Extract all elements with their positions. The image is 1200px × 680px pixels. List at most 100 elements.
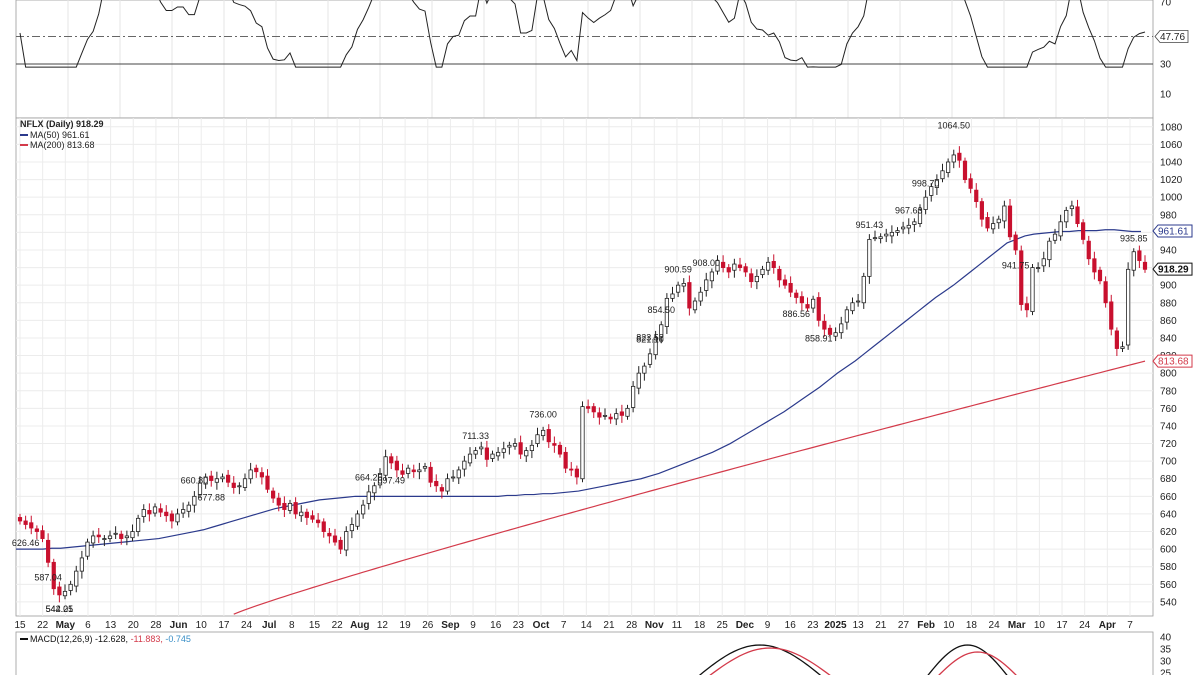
candle-body (777, 268, 782, 281)
candle (799, 291, 804, 311)
candle (220, 473, 225, 483)
candle (715, 255, 720, 275)
candle-body (850, 302, 855, 312)
candle-body (209, 475, 214, 481)
date-label: 10 (943, 620, 955, 631)
price-annotation: 908.00 (692, 258, 720, 268)
date-label: 17 (218, 620, 230, 631)
price-annotation: 587.04 (34, 573, 62, 583)
candle-body (991, 223, 996, 230)
candle (1041, 251, 1046, 272)
candle (569, 462, 574, 477)
candle-body (1097, 269, 1103, 282)
candle (1092, 251, 1097, 280)
candle (591, 403, 596, 419)
price-annotation: 1064.50 (937, 120, 970, 130)
price-annotation: 697.49 (377, 475, 405, 485)
date-label: 6 (85, 620, 91, 631)
candle (68, 580, 73, 596)
date-label: Nov (645, 620, 664, 631)
candle (597, 407, 602, 425)
candle (844, 306, 849, 330)
candle (512, 438, 518, 450)
date-label: 7 (1127, 620, 1133, 631)
candle (406, 464, 411, 479)
candle-body (434, 480, 439, 487)
price-tick-label: 600 (1160, 545, 1177, 556)
date-label: 20 (128, 620, 140, 631)
candle (119, 530, 124, 545)
candle-body (46, 539, 51, 563)
candle (484, 440, 489, 467)
price-tick-label: 900 (1160, 281, 1177, 292)
candle (293, 497, 298, 519)
price-tick-label: 680 (1160, 474, 1177, 485)
price-tick-label: 860 (1160, 316, 1177, 327)
candle-body (439, 487, 444, 492)
candle-body (631, 385, 636, 408)
candle (209, 470, 214, 487)
candle (1137, 245, 1142, 269)
date-label: 24 (1079, 620, 1091, 631)
candle (709, 268, 714, 289)
price-annotation: 951.43 (856, 220, 884, 230)
date-label: Jul (262, 620, 277, 631)
candle (541, 426, 546, 441)
candle (872, 230, 878, 242)
date-label: Aug (350, 620, 369, 631)
date-label: 19 (400, 620, 412, 631)
candle (968, 173, 973, 194)
candle-body (169, 513, 174, 522)
candle-body (1064, 209, 1069, 223)
macd-signal-value: -11.883, (131, 634, 166, 644)
candle-body (1137, 250, 1142, 261)
signal-line-hump-1 (704, 647, 836, 680)
price-tick-label: 780 (1160, 386, 1177, 397)
last-price-tag-box (1152, 262, 1193, 276)
date-label: 24 (989, 620, 1001, 631)
candle-body (1052, 233, 1058, 241)
candle-body (867, 239, 872, 277)
candle-body (670, 293, 675, 299)
candle (552, 436, 557, 453)
price-tick-label: 1000 (1160, 193, 1183, 204)
candle (743, 263, 748, 277)
candle (737, 257, 743, 272)
candle-body (34, 528, 39, 532)
candle (130, 524, 135, 542)
candle (732, 258, 737, 278)
price-tick-label: 640 (1160, 509, 1177, 520)
candle-body (445, 478, 450, 492)
candle (619, 404, 624, 423)
rsi-tag-box (1154, 30, 1189, 43)
candle-body (366, 491, 371, 504)
candle-body (175, 513, 180, 523)
candle-body (327, 532, 332, 537)
candle (580, 401, 585, 483)
price-tick-label: 700 (1160, 457, 1177, 468)
candle (749, 268, 754, 288)
candle-body (766, 261, 771, 271)
candle (557, 441, 563, 458)
candle (147, 503, 152, 522)
candle-body (704, 279, 709, 291)
date-label: 21 (603, 620, 615, 631)
candle-body (1013, 234, 1018, 251)
candle (1064, 206, 1069, 228)
candle (934, 174, 939, 195)
candle (428, 462, 433, 488)
candle (811, 295, 816, 313)
date-label: 28 (150, 620, 162, 631)
candle (991, 216, 996, 234)
candle-body (912, 221, 917, 225)
candle (473, 447, 478, 459)
candle-body (248, 469, 253, 480)
candle-body (563, 451, 568, 469)
last-price-tag: 918.29 (1152, 262, 1193, 276)
candle-body (524, 450, 529, 457)
candle-body (946, 161, 951, 173)
candle (659, 321, 664, 344)
candle (197, 476, 203, 499)
candle (400, 463, 405, 478)
candle-body (271, 490, 276, 499)
